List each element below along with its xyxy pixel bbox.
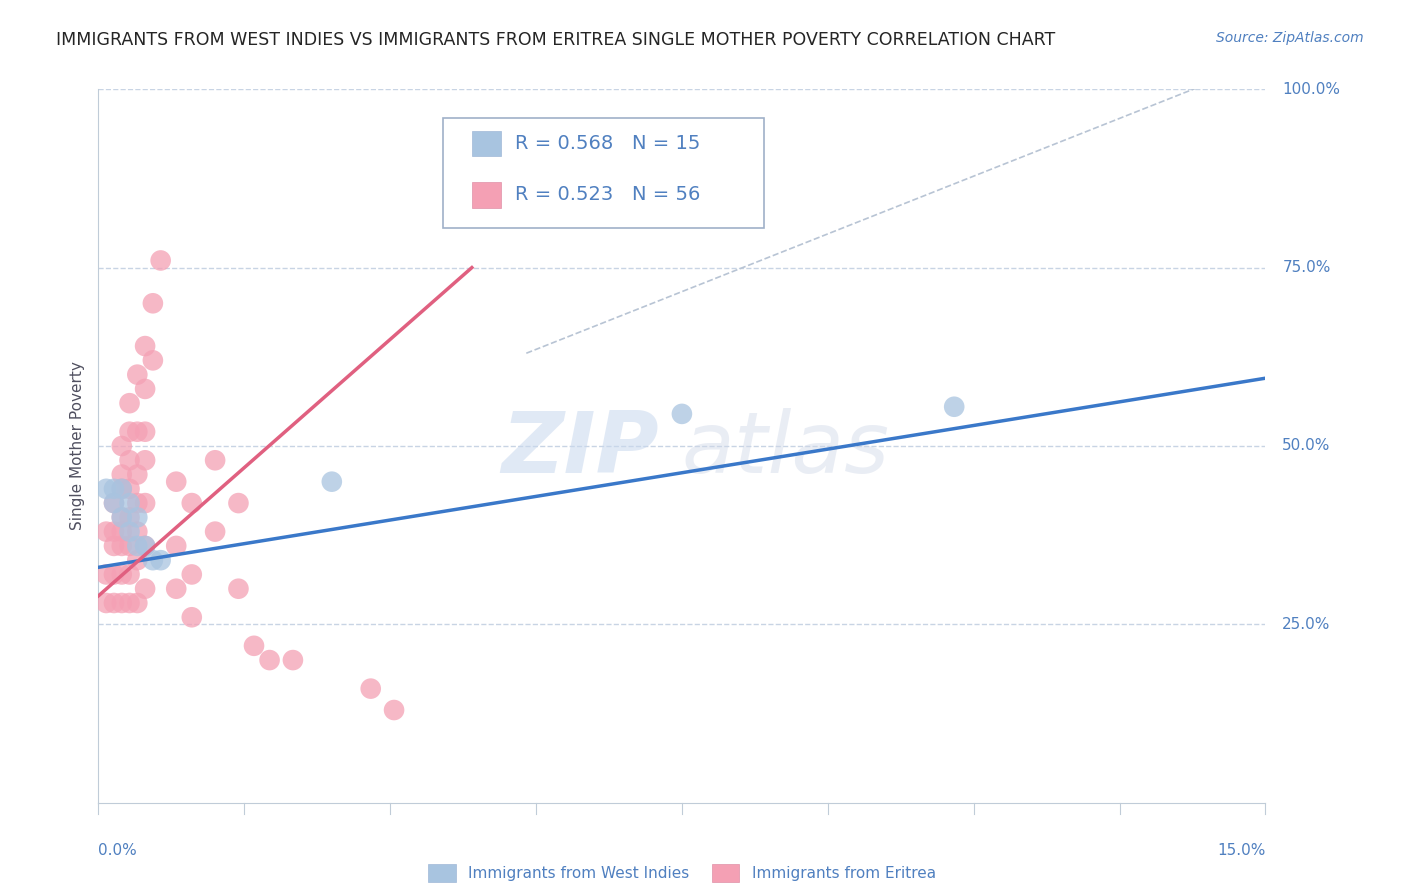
Point [142, 553, 165, 567]
Point [111, 567, 134, 582]
Point [118, 425, 141, 439]
Bar [472, 182, 501, 208]
Point [111, 510, 134, 524]
Point [103, 596, 125, 610]
Point [103, 496, 125, 510]
Point [165, 539, 187, 553]
Point [259, 653, 281, 667]
Point [103, 567, 125, 582]
Point [118, 496, 141, 510]
Text: 25.0%: 25.0% [1282, 617, 1330, 632]
Point [149, 253, 172, 268]
Point [111, 524, 134, 539]
Point [103, 496, 125, 510]
Point [111, 510, 134, 524]
Point [111, 539, 134, 553]
Point [165, 475, 187, 489]
Point [134, 582, 156, 596]
Text: 50.0%: 50.0% [1282, 439, 1330, 453]
Point [149, 553, 172, 567]
Point [180, 610, 202, 624]
Point [204, 524, 226, 539]
Point [111, 482, 134, 496]
Point [96, 482, 118, 496]
Point [382, 703, 405, 717]
Point [127, 467, 149, 482]
Point [118, 510, 141, 524]
Text: 0.0%: 0.0% [98, 843, 138, 858]
Text: 100.0%: 100.0% [1282, 82, 1340, 96]
Text: atlas: atlas [682, 408, 890, 491]
Point [118, 453, 141, 467]
Point [96, 596, 118, 610]
Point [103, 539, 125, 553]
Point [127, 496, 149, 510]
Point [127, 539, 149, 553]
Text: Source: ZipAtlas.com: Source: ZipAtlas.com [1216, 31, 1364, 45]
Point [118, 524, 141, 539]
Point [943, 400, 966, 414]
Point [134, 425, 156, 439]
Point [134, 496, 156, 510]
Point [127, 425, 149, 439]
Point [127, 368, 149, 382]
Point [321, 475, 343, 489]
Point [142, 353, 165, 368]
Point [127, 596, 149, 610]
Text: R = 0.523   N = 56: R = 0.523 N = 56 [515, 186, 700, 204]
Text: R = 0.568   N = 15: R = 0.568 N = 15 [515, 134, 700, 153]
Point [243, 639, 266, 653]
Point [118, 596, 141, 610]
Text: 15.0%: 15.0% [1218, 843, 1265, 858]
Point [111, 482, 134, 496]
Point [180, 496, 202, 510]
Text: ZIP: ZIP [501, 408, 658, 491]
Point [134, 539, 156, 553]
Bar [472, 130, 501, 156]
Point [118, 567, 141, 582]
Point [134, 453, 156, 467]
Point [180, 567, 202, 582]
Point [118, 482, 141, 496]
Point [134, 382, 156, 396]
Point [360, 681, 382, 696]
Point [103, 482, 125, 496]
Point [142, 296, 165, 310]
Point [134, 339, 156, 353]
Point [111, 596, 134, 610]
Text: IMMIGRANTS FROM WEST INDIES VS IMMIGRANTS FROM ERITREA SINGLE MOTHER POVERTY COR: IMMIGRANTS FROM WEST INDIES VS IMMIGRANT… [56, 31, 1056, 49]
Point [127, 524, 149, 539]
Point [134, 539, 156, 553]
Point [111, 467, 134, 482]
Legend: Immigrants from West Indies, Immigrants from Eritrea: Immigrants from West Indies, Immigrants … [422, 858, 942, 888]
Point [96, 524, 118, 539]
Point [127, 510, 149, 524]
Point [228, 496, 250, 510]
Point [281, 653, 304, 667]
Point [103, 524, 125, 539]
Point [96, 567, 118, 582]
Y-axis label: Single Mother Poverty: Single Mother Poverty [69, 361, 84, 531]
Point [118, 539, 141, 553]
Point [228, 582, 250, 596]
Point [111, 439, 134, 453]
Text: 75.0%: 75.0% [1282, 260, 1330, 275]
FancyBboxPatch shape [443, 118, 763, 228]
Point [671, 407, 693, 421]
Point [165, 582, 187, 596]
Point [118, 396, 141, 410]
Point [127, 553, 149, 567]
Point [204, 453, 226, 467]
